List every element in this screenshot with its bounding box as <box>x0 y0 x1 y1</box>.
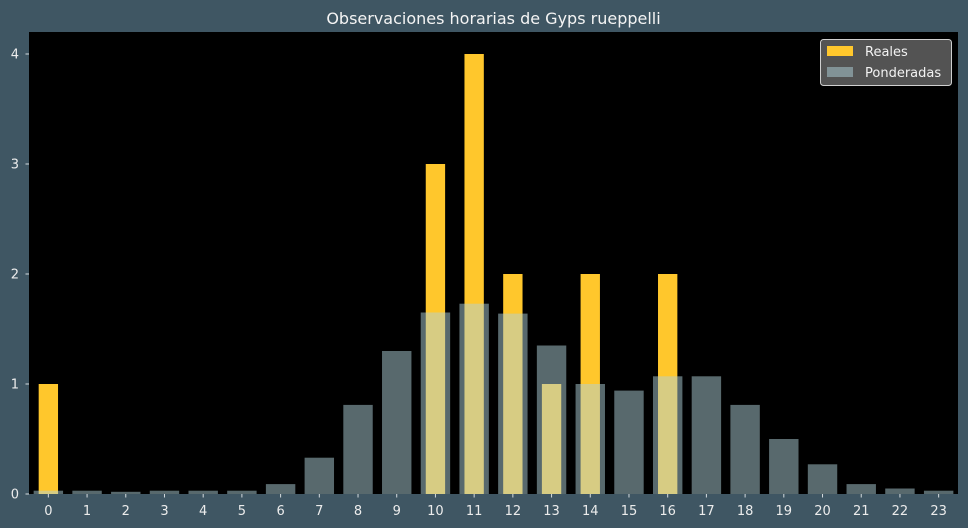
bar-ponderadas-21 <box>846 484 876 494</box>
legend: Reales Ponderadas <box>820 39 952 86</box>
bar-ponderadas-2 <box>111 491 141 494</box>
x-tick-label: 4 <box>199 504 207 519</box>
x-tick-label: 1 <box>83 504 91 519</box>
bar-ponderadas-18 <box>730 404 760 494</box>
x-tick-label: 9 <box>393 504 401 519</box>
x-tick-label: 6 <box>276 504 284 519</box>
bar-ponderadas-9 <box>382 351 412 494</box>
bar-ponderadas-11 <box>459 303 489 494</box>
x-tick-label: 14 <box>582 504 599 519</box>
series-ponderadas <box>33 303 954 494</box>
legend-label-ponderadas: Ponderadas <box>865 66 941 81</box>
bar-ponderadas-6 <box>265 484 296 494</box>
x-tick-label: 5 <box>238 504 246 519</box>
y-axis: 0 1 2 3 4 <box>11 48 29 503</box>
x-tick-label: 22 <box>892 504 909 519</box>
bar-ponderadas-22 <box>885 488 915 494</box>
x-axis: 0 1 2 3 4 5 6 7 8 9 10 11 12 13 14 15 16 17 18 19 20 21 22 23 <box>44 494 947 519</box>
bar-ponderadas-23 <box>923 490 954 494</box>
x-tick-label: 23 <box>930 504 947 519</box>
bar-ponderadas-7 <box>304 457 335 494</box>
bar-ponderadas-17 <box>691 376 722 494</box>
bar-ponderadas-14 <box>575 384 605 494</box>
x-tick-label: 15 <box>621 504 638 519</box>
bar-ponderadas-0 <box>33 490 64 494</box>
x-tick-label: 19 <box>776 504 793 519</box>
x-tick-label: 10 <box>427 504 444 519</box>
x-tick-label: 2 <box>122 504 130 519</box>
legend-swatch-reales <box>827 46 853 56</box>
x-tick-label: 16 <box>659 504 676 519</box>
y-tick-label: 3 <box>11 158 19 173</box>
bar-ponderadas-4 <box>188 490 218 494</box>
bar-ponderadas-12 <box>498 313 528 494</box>
y-tick-label: 1 <box>11 378 19 393</box>
y-tick-label: 4 <box>11 48 19 63</box>
plot-area <box>29 32 958 494</box>
bar-ponderadas-13 <box>536 345 567 494</box>
x-tick-label: 18 <box>737 504 754 519</box>
x-tick-label: 17 <box>698 504 715 519</box>
y-tick-label: 0 <box>11 488 19 503</box>
bar-ponderadas-16 <box>652 376 683 494</box>
bar-ponderadas-10 <box>420 312 451 494</box>
legend-swatch-ponderadas <box>827 67 853 77</box>
x-tick-label: 21 <box>853 504 870 519</box>
x-tick-label: 3 <box>160 504 168 519</box>
x-tick-label: 12 <box>505 504 522 519</box>
x-tick-label: 11 <box>466 504 483 519</box>
x-tick-label: 7 <box>315 504 323 519</box>
x-tick-label: 0 <box>44 504 52 519</box>
x-tick-label: 20 <box>814 504 831 519</box>
legend-box <box>820 39 952 86</box>
legend-label-reales: Reales <box>865 45 908 60</box>
x-tick-label: 8 <box>354 504 362 519</box>
bar-ponderadas-5 <box>227 490 257 494</box>
bar-ponderadas-3 <box>149 490 180 494</box>
chart-title: Observaciones horarias de Gyps rueppelli <box>326 9 660 28</box>
bar-ponderadas-19 <box>769 439 799 494</box>
x-tick-label: 13 <box>543 504 560 519</box>
bar-ponderadas-20 <box>807 464 838 494</box>
bar-ponderadas-1 <box>72 490 102 494</box>
bar-reales-0 <box>38 384 59 494</box>
bar-ponderadas-15 <box>614 390 644 494</box>
y-tick-label: 2 <box>11 268 19 283</box>
bar-ponderadas-8 <box>343 404 373 494</box>
